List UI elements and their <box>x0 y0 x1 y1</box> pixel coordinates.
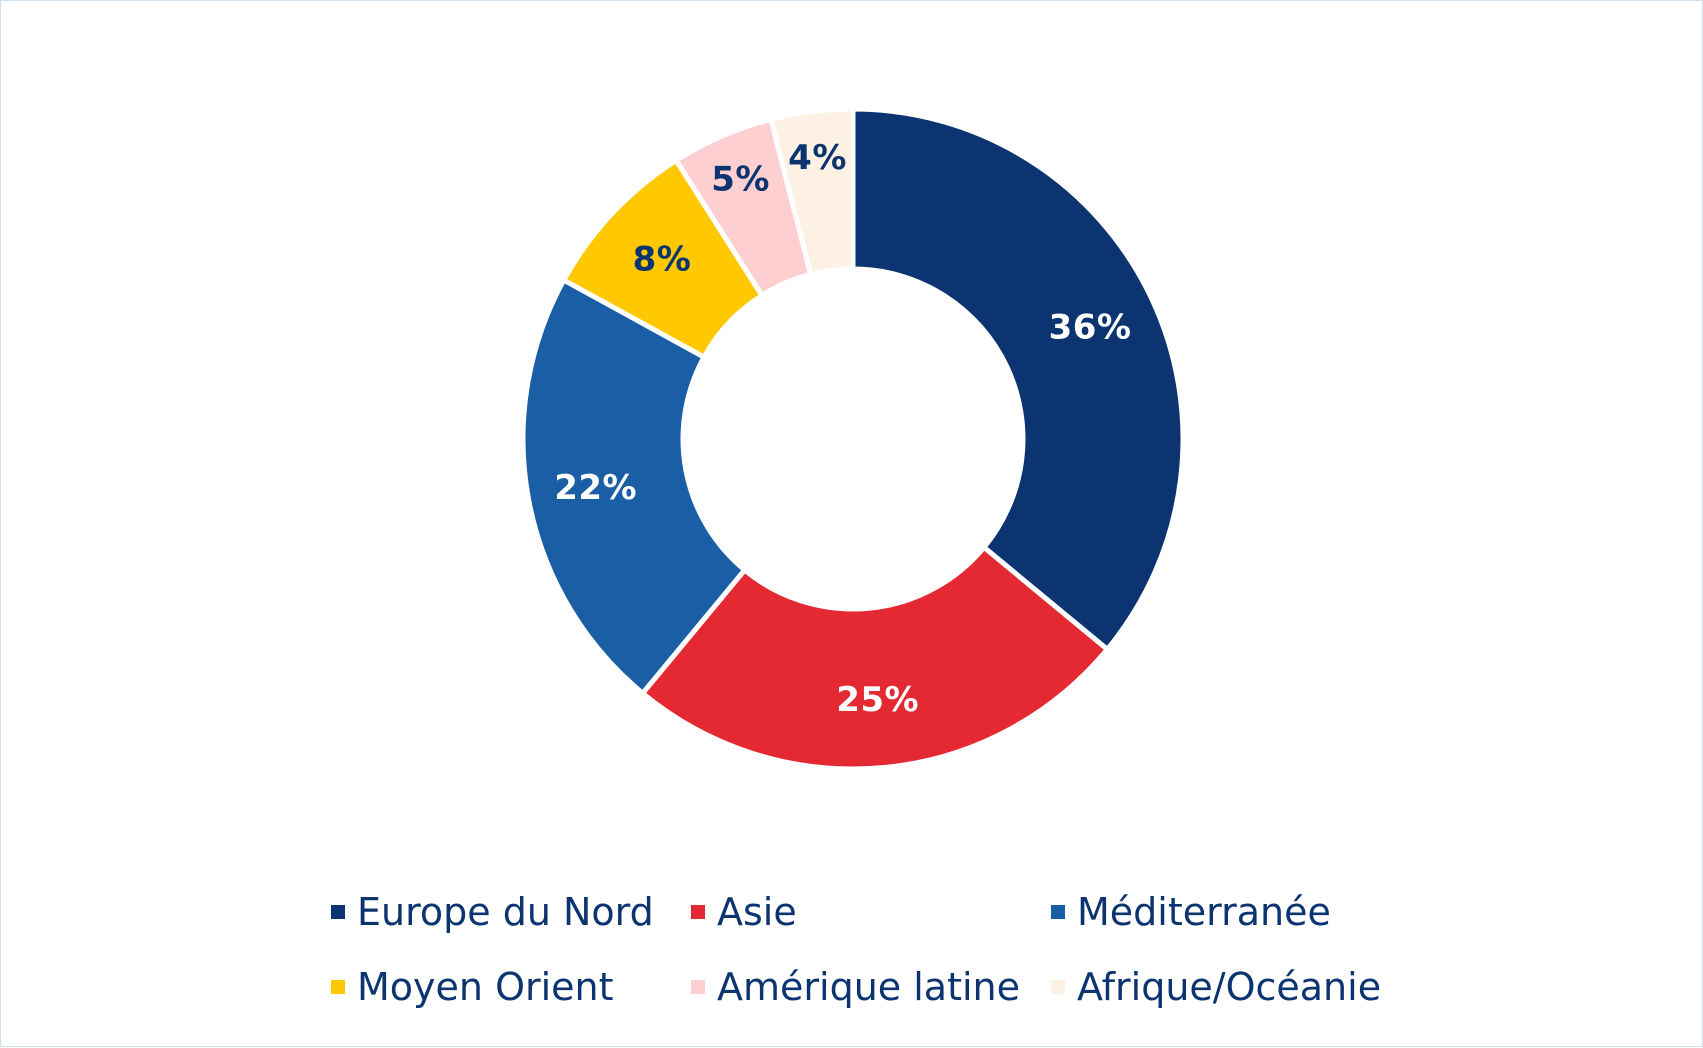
chart-legend: Europe du Nord Asie Méditerranée Moyen Orie… <box>331 890 1381 1009</box>
slice-europe-du-nord <box>850 106 1186 653</box>
legend-swatch-afrique-oceanie <box>1051 980 1065 994</box>
slice-value-label-mediterranee: 22% <box>554 468 637 508</box>
legend-label-moyen-orient: Moyen Orient <box>357 965 614 1009</box>
legend-label-asie: Asie <box>717 890 797 934</box>
slice-mediterranee <box>520 276 749 697</box>
slice-afrique-oceanie <box>767 106 856 278</box>
legend-label-afrique-oceanie: Afrique/Océanie <box>1077 965 1381 1009</box>
legend-swatch-europe-du-nord <box>331 905 345 919</box>
legend-label-mediterranee: Méditerranée <box>1077 890 1331 934</box>
legend-item-mediterranee: Méditerranée <box>1051 890 1331 934</box>
legend-label-europe-du-nord: Europe du Nord <box>357 890 654 934</box>
slice-labels: 36% 25% 22% 8% 5% 4% <box>554 138 1131 720</box>
slice-value-label-amerique-latine: 5% <box>711 159 770 199</box>
legend-swatch-asie <box>691 905 705 919</box>
legend-item-amerique-latine: Amérique latine <box>691 965 1020 1009</box>
legend-item-moyen-orient: Moyen Orient <box>331 965 614 1009</box>
slice-asie <box>639 543 1111 772</box>
slice-value-label-asie: 25% <box>836 680 919 720</box>
legend-item-afrique-oceanie: Afrique/Océanie <box>1051 965 1381 1009</box>
legend-item-europe-du-nord: Europe du Nord <box>331 890 654 934</box>
slice-value-label-europe-du-nord: 36% <box>1049 307 1132 347</box>
slice-value-label-afrique-oceanie: 4% <box>788 138 847 178</box>
legend-swatch-amerique-latine <box>691 980 705 994</box>
legend-item-asie: Asie <box>691 890 797 934</box>
legend-swatch-moyen-orient <box>331 980 345 994</box>
legend-swatch-mediterranee <box>1051 905 1065 919</box>
slice-value-label-moyen-orient: 8% <box>633 240 692 280</box>
legend-label-amerique-latine: Amérique latine <box>717 965 1020 1009</box>
donut-slices <box>520 106 1186 772</box>
